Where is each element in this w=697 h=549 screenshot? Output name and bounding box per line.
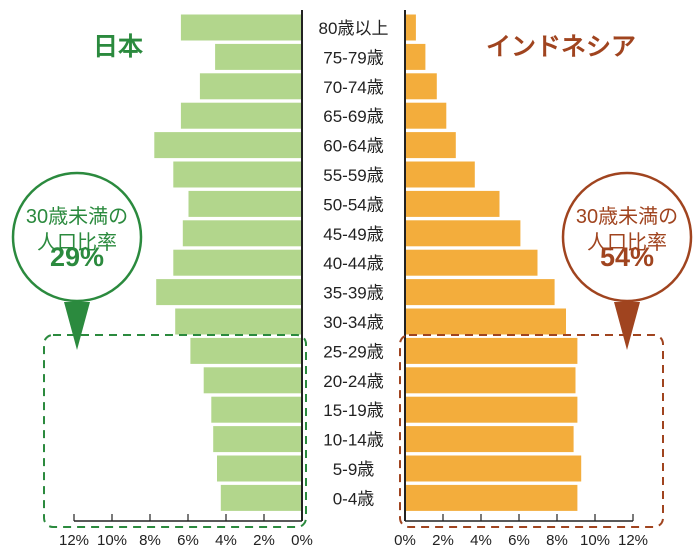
indonesia-bar	[404, 72, 438, 101]
indonesia-title: インドネシア	[486, 33, 636, 61]
indonesia-bar	[404, 366, 577, 395]
right-tick-label: 4%	[470, 532, 492, 549]
indonesia-bar	[404, 13, 417, 42]
japan-callout-line1: 30歳未満の	[26, 205, 128, 228]
age-label: 25-29歳	[323, 342, 383, 361]
indonesia-bar	[404, 101, 448, 130]
japan-bar	[179, 101, 303, 130]
age-label: 75-79歳	[323, 48, 383, 67]
japan-bar	[181, 219, 303, 248]
indonesia-callout-bubble	[561, 171, 693, 303]
japan-bar	[172, 160, 303, 189]
age-label: 65-69歳	[323, 107, 383, 126]
japan-bar	[219, 483, 303, 512]
japan-callout-value: 29%	[50, 242, 104, 272]
japan-callout-pointer	[64, 302, 90, 350]
japan-under30-box	[43, 334, 307, 528]
right-tick-label: 10%	[580, 532, 610, 549]
indonesia-bar	[404, 219, 522, 248]
indonesia-bar	[404, 42, 427, 71]
age-label: 0-4歳	[333, 489, 375, 508]
left-tick-label: 2%	[253, 532, 275, 549]
indonesia-callout-value: 54%	[600, 242, 654, 272]
indonesia-bar	[404, 336, 579, 365]
japan-callout-bubble	[11, 171, 143, 303]
age-label: 15-19歳	[323, 401, 383, 420]
japan-callout-line2: 人口比率	[37, 231, 117, 254]
age-label: 60-64歳	[323, 137, 383, 156]
left-tick-label: 12%	[59, 532, 89, 549]
indonesia-bar	[404, 425, 575, 454]
left-tick-label: 10%	[97, 532, 127, 549]
indonesia-callout-pointer	[614, 302, 640, 350]
indonesia-callout-line1: 30歳未満の	[576, 205, 678, 228]
age-label: 70-74歳	[323, 78, 383, 97]
japan-bar	[198, 72, 303, 101]
left-tick-label: 0%	[291, 532, 313, 549]
age-label: 50-54歳	[323, 195, 383, 214]
age-label: 5-9歳	[333, 460, 375, 479]
left-tick-label: 6%	[177, 532, 199, 549]
indonesia-bar	[404, 395, 579, 424]
age-label: 80歳以上	[319, 19, 389, 38]
age-label: 55-59歳	[323, 166, 383, 185]
indonesia-bar	[404, 248, 539, 277]
japan-bar	[153, 131, 303, 160]
indonesia-bars	[404, 13, 583, 512]
japan-title: 日本	[93, 33, 143, 61]
japan-bar	[174, 307, 303, 336]
japan-bar	[187, 189, 303, 218]
indonesia-bar	[404, 454, 583, 483]
indonesia-callout: 30歳未満の 人口比率 54%	[561, 171, 693, 350]
japan-bar	[210, 395, 303, 424]
right-tick-label: 12%	[618, 532, 648, 549]
japan-bar	[155, 278, 303, 307]
left-tick-label: 8%	[139, 532, 161, 549]
indonesia-bar	[404, 307, 567, 336]
japan-bar	[214, 42, 303, 71]
right-tick-label: 8%	[546, 532, 568, 549]
japan-bar	[212, 425, 303, 454]
age-labels: 80歳以上 75-79歳 70-74歳 65-69歳 60-64歳 55-59歳 50-54…	[319, 19, 389, 508]
japan-bars	[153, 13, 303, 512]
age-label: 30-34歳	[323, 313, 383, 332]
age-label: 45-49歳	[323, 225, 383, 244]
japan-bar	[202, 366, 303, 395]
indonesia-callout-line2: 人口比率	[587, 231, 667, 254]
japan-bar	[216, 454, 303, 483]
age-label: 20-24歳	[323, 372, 383, 391]
right-tick-label: 2%	[432, 532, 454, 549]
axis-ticks: 12% 0% 10% 2% 8% 4% 6% 6% 4% 8% 2% 10% 0% 12%	[59, 514, 648, 549]
japan-callout: 30歳未満の 人口比率 29%	[11, 171, 143, 350]
age-label: 10-14歳	[323, 431, 383, 450]
indonesia-bar	[404, 131, 457, 160]
japan-bar	[179, 13, 303, 42]
age-label: 35-39歳	[323, 284, 383, 303]
right-tick-label: 0%	[394, 532, 416, 549]
indonesia-bar	[404, 189, 501, 218]
indonesia-bar	[404, 160, 476, 189]
japan-bar	[172, 248, 303, 277]
indonesia-bar	[404, 483, 579, 512]
right-tick-label: 6%	[508, 532, 530, 549]
age-label: 40-44歳	[323, 254, 383, 273]
indonesia-bar	[404, 278, 556, 307]
japan-bar	[189, 336, 303, 365]
left-tick-label: 4%	[215, 532, 237, 549]
